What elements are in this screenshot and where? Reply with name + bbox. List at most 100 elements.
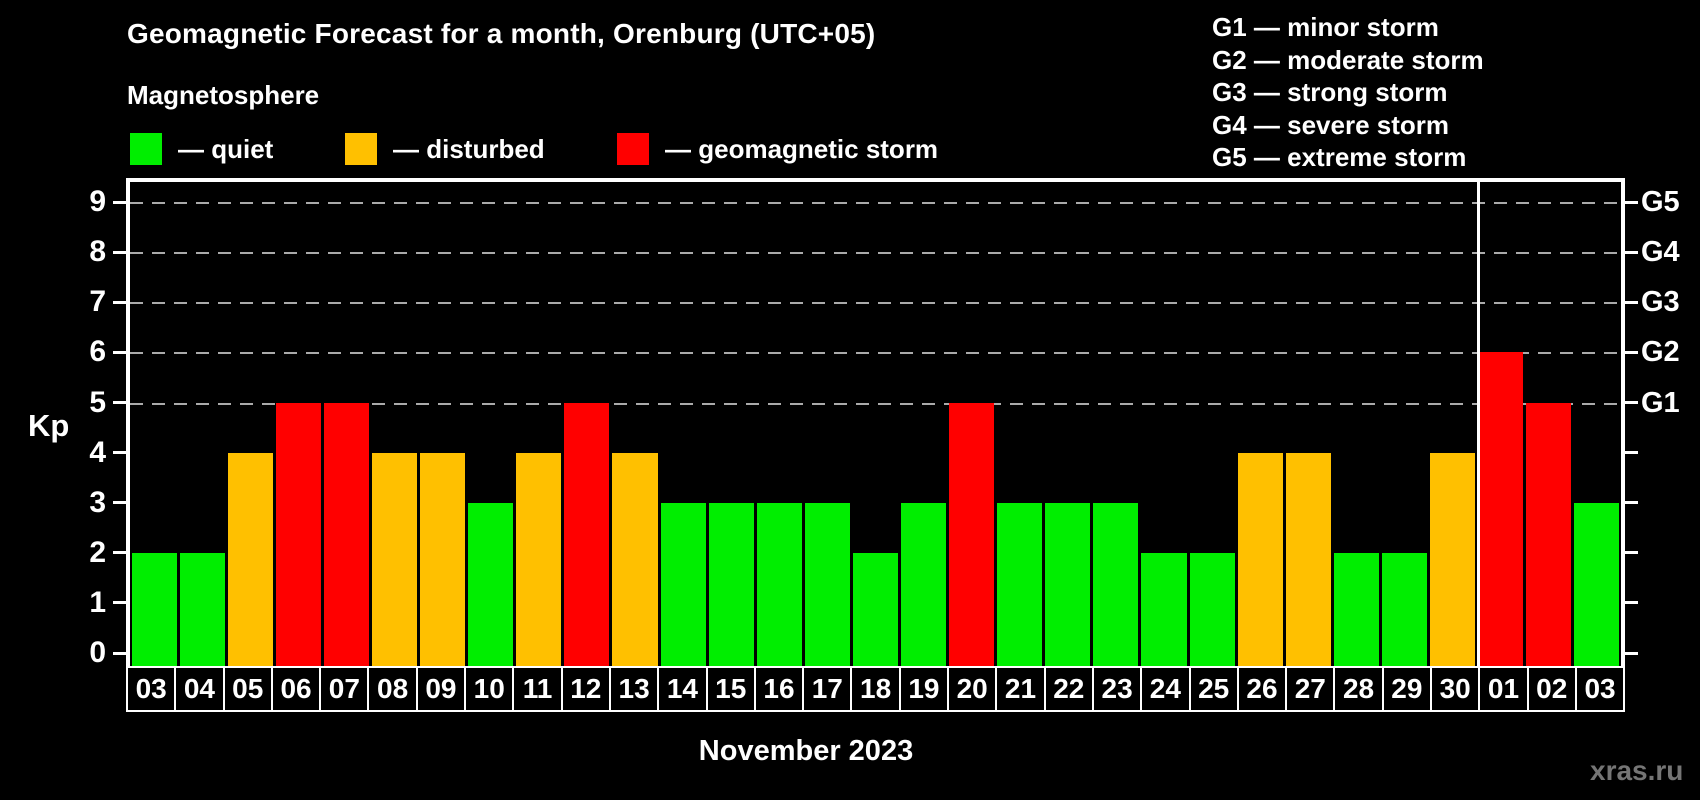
legend-label-storm: — geomagnetic storm: [665, 133, 939, 164]
date-cell-10-13: 13: [608, 666, 660, 712]
kp-bar-23: [1093, 502, 1139, 666]
date-cell-25-28: 28: [1333, 666, 1384, 712]
kp-bar-29: [1381, 552, 1428, 666]
date-cell-12-15: 15: [705, 666, 756, 712]
y-tick-right-7: [1625, 300, 1638, 304]
kp-bar-08: [371, 452, 418, 666]
date-cell-4-07: 07: [319, 666, 370, 712]
bar-slot-29: [1380, 182, 1428, 666]
y-tick-left-8: [113, 250, 126, 254]
g-label-G3: G3: [1641, 286, 1680, 319]
g-legend-line-4: G4 — severe storm: [1212, 109, 1450, 140]
legend-swatch-quiet: [130, 133, 162, 165]
bar-slot-02: [1525, 182, 1573, 666]
gridline-kp6: [130, 352, 1621, 355]
bar-slot-11: [515, 182, 563, 666]
bar-slot-23: [1092, 182, 1140, 666]
kp-bar-14: [660, 502, 706, 666]
y-tick-label-5: 5: [89, 385, 106, 419]
bar-slot-20: [948, 182, 996, 666]
kp-bar-05: [227, 452, 273, 666]
legend-label-quiet: — quiet: [178, 133, 274, 164]
bar-slot-14: [659, 182, 707, 666]
y-tick-label-8: 8: [89, 235, 106, 269]
date-cell-1-04: 04: [174, 666, 225, 712]
y-tick-label-0: 0: [89, 636, 106, 669]
date-cell-8-11: 11: [512, 666, 563, 712]
bar-slot-09: [419, 182, 467, 666]
y-tick-right-3: [1625, 501, 1638, 505]
date-cell-20-23: 23: [1091, 666, 1143, 712]
date-cell-2-05: 05: [222, 666, 273, 712]
date-cell-22-25: 25: [1188, 666, 1239, 712]
bars: [130, 182, 1621, 666]
legend-item-disturbed: — disturbed: [345, 131, 545, 167]
kp-bar-22: [1045, 502, 1091, 666]
g-legend-line-3: G3 — strong storm: [1212, 77, 1448, 107]
y-tick-right-6: [1625, 350, 1638, 354]
y-tick-left-1: [113, 601, 126, 605]
kp-bar-11: [516, 452, 562, 666]
date-cell-30-03: 03: [1574, 666, 1626, 712]
y-tick-label-9: 9: [89, 185, 106, 219]
date-cell-18-21: 21: [995, 666, 1046, 712]
gridline-kp7: [130, 302, 1621, 305]
date-cell-5-08: 08: [367, 666, 418, 712]
bar-slot-05: [226, 182, 274, 666]
date-cell-13-16: 16: [753, 666, 805, 712]
kp-bar-06: [275, 402, 321, 666]
y-tick-right-9: [1625, 200, 1638, 204]
date-cell-0-03: 03: [126, 666, 177, 712]
bar-slot-30: [1429, 182, 1477, 666]
y-axis-title: Kp: [28, 408, 70, 443]
y-tick-label-4: 4: [89, 435, 106, 469]
date-cell-3-06: 06: [270, 666, 322, 712]
y-tick-label-1: 1: [89, 585, 106, 619]
date-cell-11-14: 14: [657, 666, 708, 712]
y-tick-label-2: 2: [89, 535, 106, 569]
kp-bar-07: [323, 402, 369, 666]
bar-slot-13: [611, 182, 659, 666]
kp-bar-16: [756, 502, 802, 666]
bar-slot-03: [1573, 182, 1621, 666]
plot-inner: [130, 182, 1621, 666]
g-legend-line-2: G2 — moderate storm: [1212, 44, 1484, 75]
magnetosphere-label: Magnetosphere: [127, 80, 320, 110]
kp-bar-12: [564, 402, 610, 666]
legend-item-storm: — geomagnetic storm: [617, 131, 938, 167]
y-tick-label-6: 6: [89, 335, 106, 369]
y-tick-left-3: [113, 501, 126, 505]
g-scale-legend: G1 — minor storm G2 — moderate storm G3 — …: [1212, 11, 1484, 174]
bar-slot-07: [322, 182, 370, 666]
g-label-G1: G1: [1641, 386, 1680, 419]
y-tick-right-5: [1625, 401, 1638, 404]
date-cell-21-24: 24: [1140, 666, 1191, 712]
y-tick-right-8: [1625, 250, 1638, 254]
kp-bar-19: [901, 502, 947, 666]
plot-area: [126, 178, 1625, 669]
bar-slot-01: [1477, 182, 1525, 666]
kp-bar-10: [468, 502, 514, 666]
month-separator-line: [1476, 182, 1480, 666]
kp-bar-15: [708, 502, 754, 666]
g-label-G5: G5: [1641, 186, 1680, 219]
bar-slot-17: [803, 182, 851, 666]
y-tick-right-1: [1625, 601, 1638, 605]
bar-slot-28: [1332, 182, 1380, 666]
bar-slot-21: [996, 182, 1044, 666]
kp-bar-20: [949, 402, 995, 666]
y-tick-right-0: [1625, 651, 1638, 655]
watermark: xras.ru: [1590, 755, 1684, 786]
bar-slot-12: [563, 182, 611, 666]
kp-bar-09: [420, 452, 466, 666]
kp-bar-21: [997, 502, 1043, 666]
chart-title: Geomagnetic Forecast for a month, Orenbu…: [127, 18, 876, 49]
kp-bar-24: [1141, 552, 1187, 666]
legend-item-quiet: — quiet: [130, 131, 273, 167]
bar-slot-16: [755, 182, 803, 666]
kp-bar-13: [612, 452, 658, 666]
bar-slot-19: [900, 182, 948, 666]
kp-bar-17: [804, 502, 850, 666]
kp-bar-25: [1189, 552, 1235, 666]
date-cell-23-26: 26: [1236, 666, 1288, 712]
